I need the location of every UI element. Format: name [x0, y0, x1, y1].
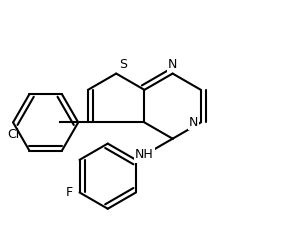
Text: N: N — [189, 116, 198, 129]
Text: Cl: Cl — [7, 128, 19, 141]
Text: S: S — [119, 58, 127, 71]
Text: N: N — [168, 58, 177, 71]
Text: F: F — [65, 186, 72, 199]
Text: NH: NH — [135, 149, 154, 161]
